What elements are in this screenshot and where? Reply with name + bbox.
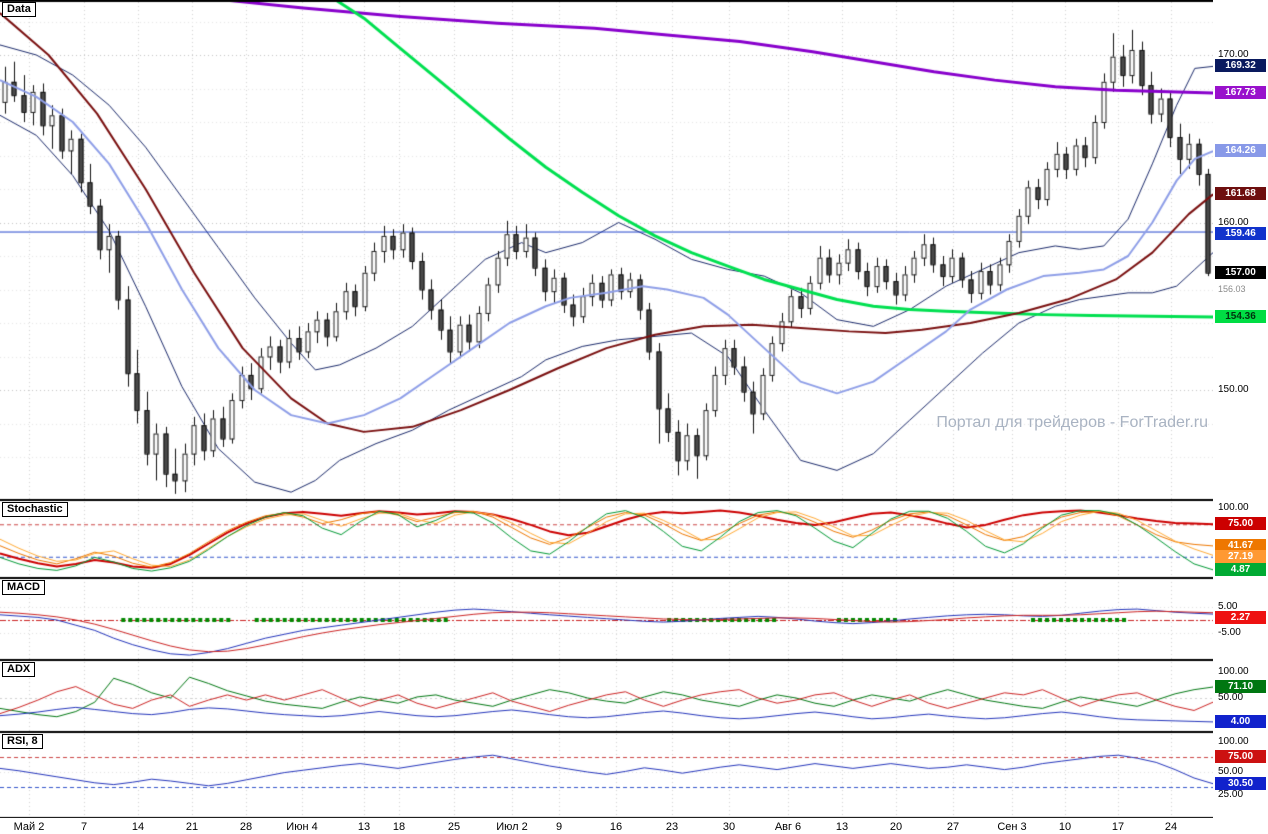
x-axis-label: 18: [392, 821, 406, 833]
badge-macd-value: 2.27: [1215, 611, 1266, 624]
badge-ema-20: 164.26: [1215, 144, 1266, 157]
x-axis-label: 21: [185, 821, 199, 833]
x-axis-label: 16: [609, 821, 623, 833]
price_axis-tick: 160.00: [1218, 217, 1249, 228]
rsi_axis-tick: 25.00: [1218, 789, 1244, 800]
badge-bollinger-upper: 169.32: [1215, 59, 1266, 72]
badge-ma-50: 161.68: [1215, 187, 1266, 200]
x-axis-label: 9: [555, 821, 563, 833]
x-axis-label: Авг 6: [774, 821, 802, 833]
x-axis-label: 10: [1058, 821, 1072, 833]
panel-title-price: Data: [2, 2, 36, 17]
x-axis-label: Июл 2: [496, 821, 528, 833]
x-axis-label: 27: [946, 821, 960, 833]
x-axis-label: 24: [1164, 821, 1178, 833]
price_axis-tick: 150.00: [1218, 384, 1249, 395]
panel-title-macd: MACD: [2, 580, 45, 595]
price_axis-tick: 170.00: [1218, 49, 1249, 60]
stoch_axis-tick: 100.00: [1218, 502, 1249, 513]
x-axis-label: 14: [131, 821, 145, 833]
badge-rsi-value: 30.50: [1215, 777, 1266, 790]
x-axis-label: 20: [889, 821, 903, 833]
x-axis-label: Июн 4: [286, 821, 318, 833]
time-axis[interactable]: [0, 818, 1268, 834]
badge-ma-100: 154.36: [1215, 310, 1266, 323]
x-axis-label: 30: [722, 821, 736, 833]
panel-title-stochastic: Stochastic: [2, 502, 68, 517]
rsi_axis-tick: 100.00: [1218, 736, 1249, 747]
badge-stoch-k2: 27.19: [1215, 550, 1266, 563]
x-axis-label: 25: [447, 821, 461, 833]
badge-adx-plus-di: 71.10: [1215, 680, 1266, 693]
badge-ma-200: 167.73: [1215, 86, 1266, 99]
badge-stoch-level-75: 75.00: [1215, 517, 1266, 530]
macd_axis-tick: -5.00: [1218, 627, 1241, 638]
x-axis-label: 7: [80, 821, 88, 833]
x-axis-label: 28: [239, 821, 253, 833]
x-axis-label: 13: [835, 821, 849, 833]
badge-level-line: 159.46: [1215, 227, 1266, 240]
x-axis-label: 13: [357, 821, 371, 833]
badge-adx-main: 4.00: [1215, 715, 1266, 728]
badge-last-price: 157.00: [1215, 266, 1266, 279]
badge-stoch-fast: 4.87: [1215, 563, 1266, 576]
price_axis-tick: 156.03: [1218, 284, 1246, 294]
adx_axis-tick: 100.00: [1218, 666, 1249, 677]
x-axis-label: 23: [665, 821, 679, 833]
x-axis-label: 17: [1111, 821, 1125, 833]
panel-title-rsi: RSI, 8: [2, 734, 43, 749]
x-axis-label: Сен 3: [997, 821, 1027, 833]
adx_axis-tick: 50.00: [1218, 692, 1244, 703]
badge-rsi-level-75: 75.00: [1215, 750, 1266, 763]
rsi_axis-tick: 50.00: [1218, 766, 1244, 777]
watermark: Портал для трейдеров - ForTrader.ru: [936, 414, 1208, 431]
badge-stoch-k1: 41.67: [1215, 539, 1266, 552]
macd_axis-tick: 5.00: [1218, 601, 1238, 612]
panel-title-adx: ADX: [2, 662, 36, 677]
x-axis-label: Май 2: [13, 821, 45, 833]
